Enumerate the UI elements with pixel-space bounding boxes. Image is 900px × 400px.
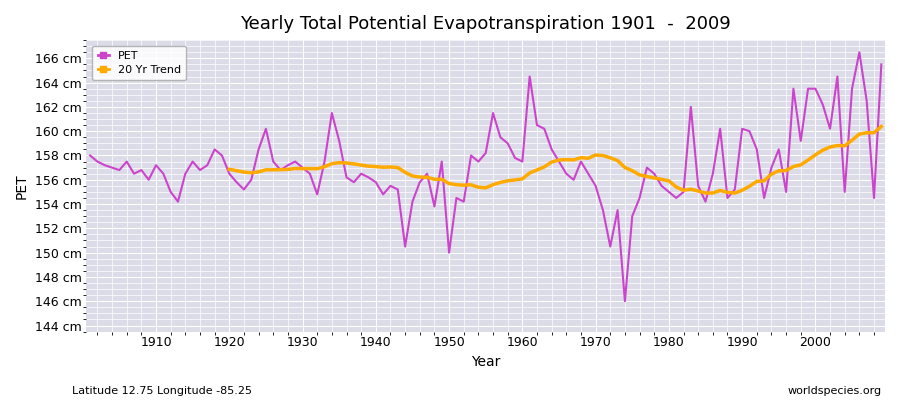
Legend: PET, 20 Yr Trend: PET, 20 Yr Trend	[92, 46, 186, 80]
Title: Yearly Total Potential Evapotranspiration 1901  -  2009: Yearly Total Potential Evapotranspiratio…	[240, 15, 731, 33]
Text: worldspecies.org: worldspecies.org	[788, 386, 882, 396]
Text: Latitude 12.75 Longitude -85.25: Latitude 12.75 Longitude -85.25	[72, 386, 252, 396]
X-axis label: Year: Year	[471, 355, 500, 369]
Y-axis label: PET: PET	[15, 173, 29, 199]
